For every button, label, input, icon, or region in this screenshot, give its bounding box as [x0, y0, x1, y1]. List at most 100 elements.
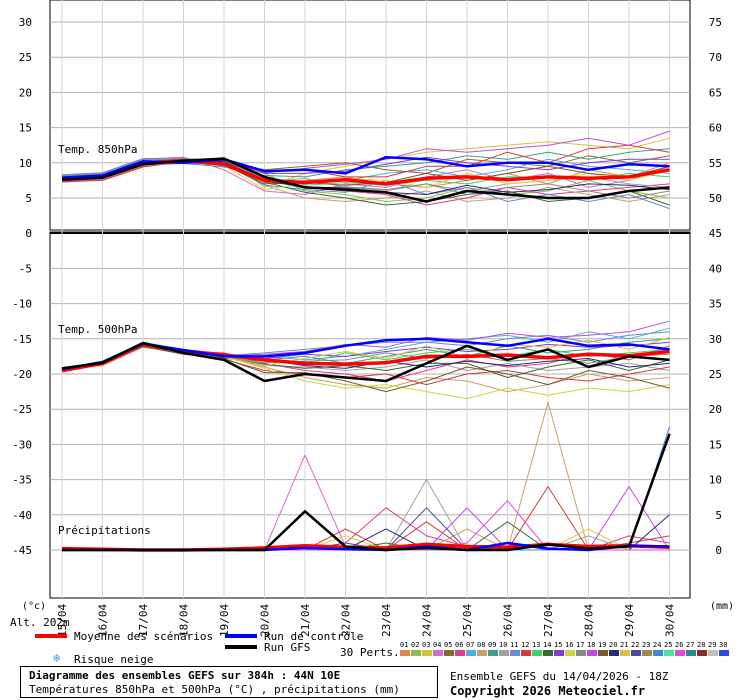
member-legend-swatch — [433, 650, 443, 656]
x-tick-label: 22/04 — [340, 604, 353, 637]
x-tick-label: 15/04 — [56, 604, 69, 637]
member-legend-swatch — [521, 650, 531, 656]
member-legend-label: 06 — [455, 641, 463, 649]
member-legend-swatch — [554, 650, 564, 656]
member-legend-label: 14 — [543, 641, 551, 649]
member-legend-swatch — [587, 650, 597, 656]
x-tick-label: 26/04 — [502, 604, 515, 637]
legend-snow-label: Risque neige — [74, 653, 153, 666]
member-legend-label: 26 — [675, 641, 683, 649]
x-tick-label: 24/04 — [421, 604, 434, 637]
member-legend-label: 22 — [631, 641, 639, 649]
x-tick-label: 17/04 — [137, 604, 150, 637]
member-legend-swatch — [642, 650, 652, 656]
member-line-t500 — [61, 346, 670, 393]
member-legend-swatch — [631, 650, 641, 656]
left-tick-label: -40 — [12, 509, 32, 522]
member-legend-label: 29 — [708, 641, 716, 649]
right-tick-label: 45 — [709, 227, 722, 240]
member-line-t850 — [61, 130, 670, 182]
member-legend-label: 13 — [532, 641, 540, 649]
left-tick-label: -10 — [12, 298, 32, 311]
left-tick-label: -5 — [19, 262, 32, 275]
member-legend-label: 10 — [499, 641, 507, 649]
member-legend-swatch — [653, 650, 663, 656]
member-legend-swatch — [422, 650, 432, 656]
x-tick-label: 25/04 — [461, 604, 474, 637]
member-legend-label: 16 — [565, 641, 573, 649]
member-legend-label: 09 — [488, 641, 496, 649]
member-legend-swatch — [532, 650, 542, 656]
member-legend-swatch — [455, 650, 465, 656]
member-legend-label: 15 — [554, 641, 562, 649]
chart-subtitle: Températures 850hPa et 500hPa (°C) , pré… — [29, 683, 400, 696]
member-legend: 01 02 03 04 05 06 07 08 09 10 11 12 13 14 15 16 17 18 19 20… — [400, 641, 729, 656]
left-tick-label: -15 — [12, 333, 32, 346]
member-legend-swatch — [598, 650, 608, 656]
right-tick-label: 40 — [709, 262, 722, 275]
x-tick-label: 27/04 — [542, 604, 555, 637]
panel-label-t500: Temp. 500hPa — [58, 323, 137, 336]
legend-mean-label: Moyenne des scénarios — [74, 630, 213, 643]
right-tick-label: 55 — [709, 157, 722, 170]
panel-label-t850: Temp. 850hPa — [58, 143, 137, 156]
left-tick-label: -45 — [12, 544, 32, 557]
member-legend-swatch — [697, 650, 707, 656]
x-tick-label: 20/04 — [259, 604, 272, 637]
left-tick-label: -25 — [12, 403, 32, 416]
member-legend-swatch — [686, 650, 696, 656]
member-legend-swatch — [576, 650, 586, 656]
x-axis: 15/04 16/04 17/04 18/04 19/04 20/04 21/04 22/04… — [56, 604, 677, 637]
right-axis-unit: (mm) — [710, 601, 734, 612]
series-precip-gfs — [62, 433, 671, 552]
member-legend-label: 24 — [653, 641, 661, 649]
series-t850-gfs — [61, 157, 670, 203]
left-axis-unit: (°c) — [22, 601, 46, 612]
right-tick-label: 15 — [709, 438, 722, 451]
member-legend-label: 23 — [642, 641, 650, 649]
x-tick-label: 16/04 — [97, 604, 110, 637]
member-legend-swatch — [664, 650, 674, 656]
member-legend-swatch — [565, 650, 575, 656]
member-legend-label: 05 — [444, 641, 452, 649]
member-legend-swatch — [510, 650, 520, 656]
left-tick-label: 25 — [19, 51, 32, 64]
member-legend-swatch — [620, 650, 630, 656]
right-tick-label: 25 — [709, 368, 722, 381]
left-tick-label: -35 — [12, 474, 32, 487]
x-tick-label: 21/04 — [299, 604, 312, 637]
right-tick-label: 60 — [709, 122, 722, 135]
member-legend-label: 11 — [510, 641, 518, 649]
legend-perts-label: 30 Perts. — [340, 646, 400, 659]
panel-t500-precip-frame — [49, 231, 691, 599]
footer-run-info: Ensemble GEFS du 14/04/2026 - 18Z Copyri… — [450, 670, 669, 698]
legend-gfs-label: Run GFS — [264, 641, 310, 654]
left-tick-label: 30 — [19, 16, 32, 29]
member-legend-swatch — [609, 650, 619, 656]
member-legend-label: 08 — [477, 641, 485, 649]
left-tick-label: 0 — [25, 227, 32, 240]
left-tick-label: 10 — [19, 157, 32, 170]
left-axis: 30 25 20 15 10 5 0 -5 -10 -15 -20 -25 -30 -35 -40 -45 — [12, 16, 32, 557]
member-legend-label: 04 — [433, 641, 441, 649]
chart-title: Diagramme des ensembles GEFS sur 384h : … — [29, 669, 341, 682]
member-legend-label: 01 — [400, 641, 408, 649]
x-tick-label: 30/04 — [664, 604, 677, 637]
right-tick-label: 65 — [709, 86, 722, 99]
x-tick-label: 23/04 — [380, 604, 393, 637]
member-legend-swatch — [411, 650, 421, 656]
member-legend-label: 02 — [411, 641, 419, 649]
left-tick-label: 20 — [19, 86, 32, 99]
member-legend-label: 19 — [598, 641, 606, 649]
x-tick-label: 29/04 — [623, 604, 636, 637]
member-legend-swatch — [488, 650, 498, 656]
copyright: Copyright 2026 Meteociel.fr — [450, 684, 646, 698]
footer-title-box: Diagramme des ensembles GEFS sur 384h : … — [20, 666, 438, 698]
right-tick-label: 30 — [709, 333, 722, 346]
member-legend-label: 25 — [664, 641, 672, 649]
member-legend-label: 18 — [587, 641, 595, 649]
x-tick-label: 18/04 — [178, 604, 191, 637]
right-tick-label: 35 — [709, 298, 722, 311]
